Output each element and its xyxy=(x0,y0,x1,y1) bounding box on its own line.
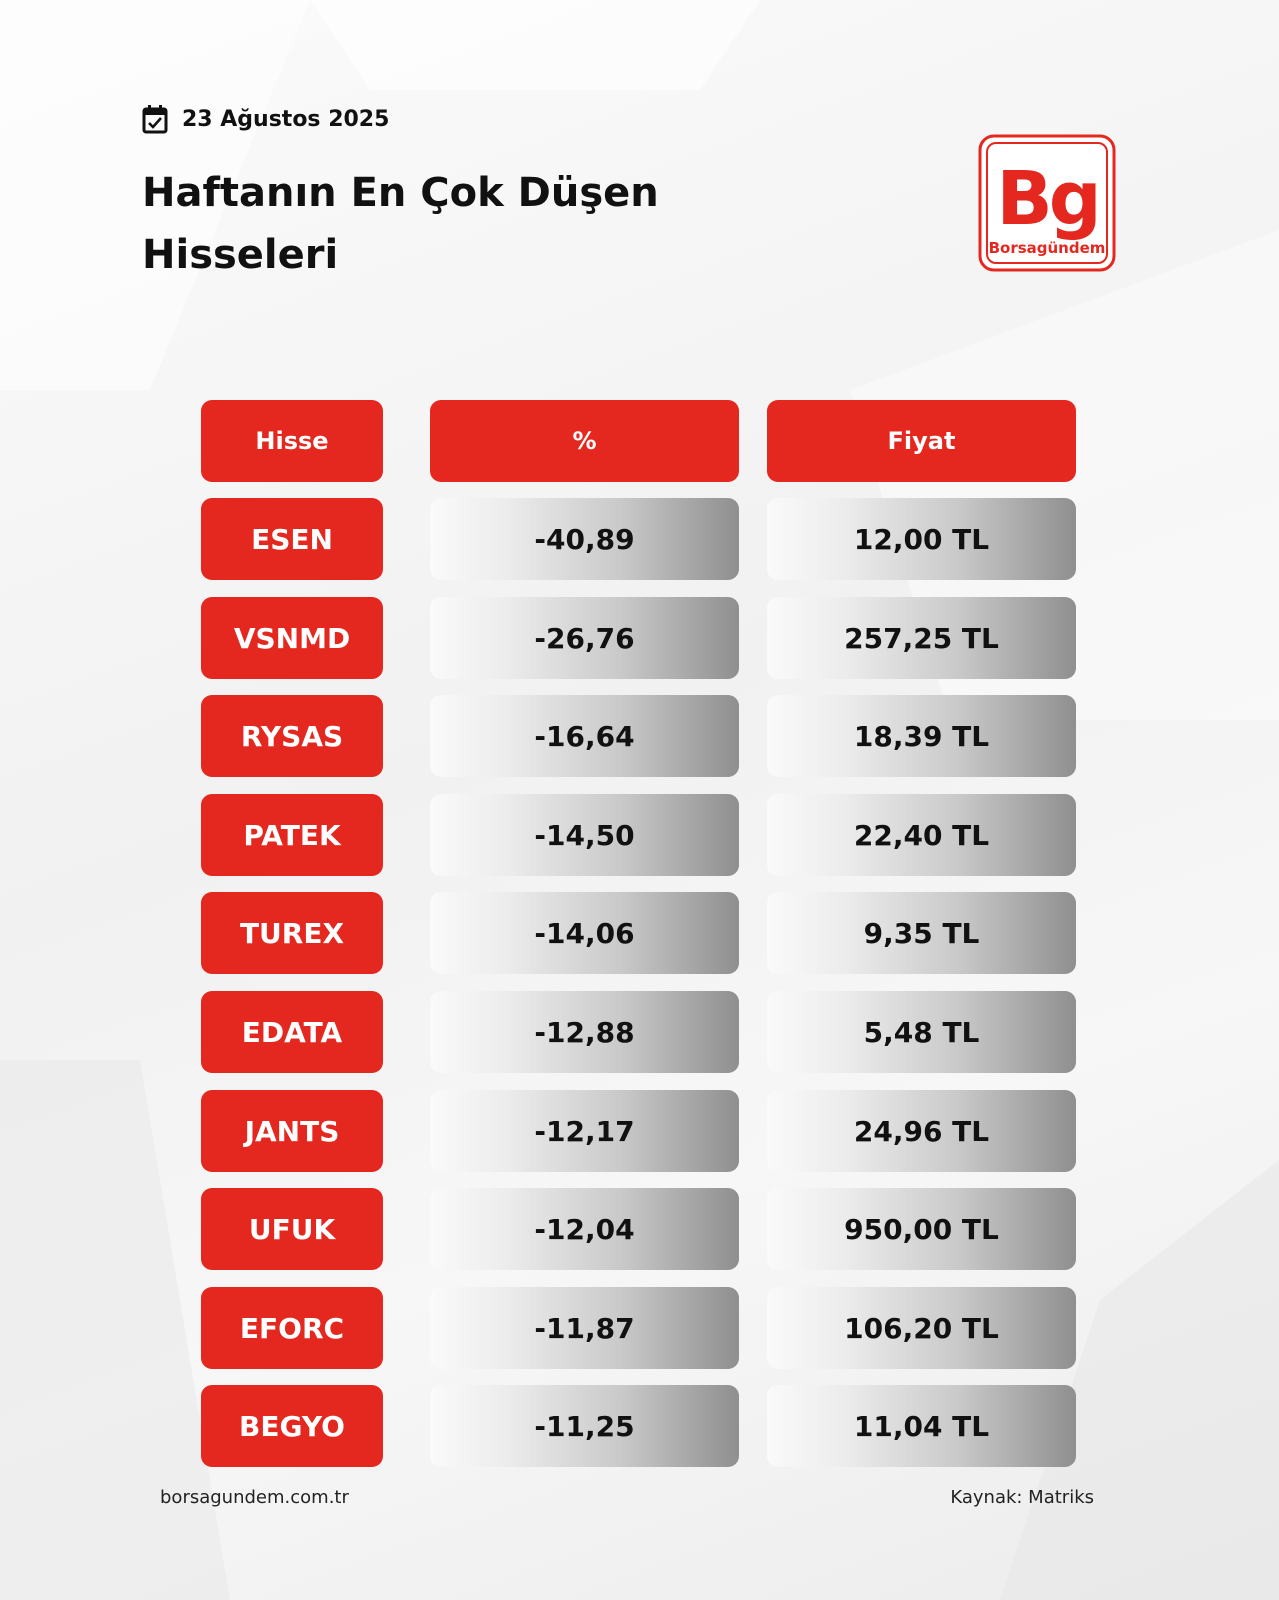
svg-text:Bg: Bg xyxy=(996,156,1097,242)
stock-price: 24,96 TL xyxy=(767,1090,1076,1172)
date-row: 23 Ağustos 2025 xyxy=(142,104,389,134)
stock-symbol: RYSAS xyxy=(201,695,383,777)
stock-symbol: EFORC xyxy=(201,1287,383,1369)
stock-change: -12,04 xyxy=(430,1188,739,1270)
stock-price: 5,48 TL xyxy=(767,991,1076,1073)
footer-source: Kaynak: Matriks xyxy=(950,1487,1094,1508)
stock-symbol: BEGYO xyxy=(201,1385,383,1467)
stock-change: -11,25 xyxy=(430,1385,739,1467)
page-title-line2: Hisseleri xyxy=(142,232,339,278)
stock-change: -26,76 xyxy=(430,597,739,679)
stock-price: 257,25 TL xyxy=(767,597,1076,679)
calendar-icon xyxy=(142,105,168,134)
stock-symbol: TUREX xyxy=(201,892,383,974)
page-title: Haftanın En Çok Düşen Hisseleri xyxy=(142,162,782,286)
stock-change: -12,17 xyxy=(430,1090,739,1172)
stock-symbol: VSNMD xyxy=(201,597,383,679)
column-header-fiyat: Fiyat xyxy=(767,400,1076,482)
date-label: 23 Ağustos 2025 xyxy=(182,106,390,132)
stock-change: -40,89 xyxy=(430,498,739,580)
stock-price: 950,00 TL xyxy=(767,1188,1076,1270)
stock-change: -14,50 xyxy=(430,794,739,876)
stock-symbol: UFUK xyxy=(201,1188,383,1270)
borsagundem-logo: Bg Borsagündem xyxy=(978,134,1116,272)
svg-text:Borsagündem: Borsagündem xyxy=(989,239,1106,257)
stock-change: -16,64 xyxy=(430,695,739,777)
stock-symbol: ESEN xyxy=(201,498,383,580)
column-header-hisse: Hisse xyxy=(201,400,383,482)
column-header-percent: % xyxy=(430,400,739,482)
stock-change: -11,87 xyxy=(430,1287,739,1369)
stock-symbol: JANTS xyxy=(201,1090,383,1172)
page-title-line1: Haftanın En Çok Düşen xyxy=(142,170,659,216)
stock-price: 22,40 TL xyxy=(767,794,1076,876)
stock-price: 106,20 TL xyxy=(767,1287,1076,1369)
stock-price: 18,39 TL xyxy=(767,695,1076,777)
stock-symbol: PATEK xyxy=(201,794,383,876)
stock-price: 11,04 TL xyxy=(767,1385,1076,1467)
stock-change: -14,06 xyxy=(430,892,739,974)
stock-price: 12,00 TL xyxy=(767,498,1076,580)
stock-symbol: EDATA xyxy=(201,991,383,1073)
stock-price: 9,35 TL xyxy=(767,892,1076,974)
stock-change: -12,88 xyxy=(430,991,739,1073)
footer-website: borsagundem.com.tr xyxy=(160,1487,349,1508)
